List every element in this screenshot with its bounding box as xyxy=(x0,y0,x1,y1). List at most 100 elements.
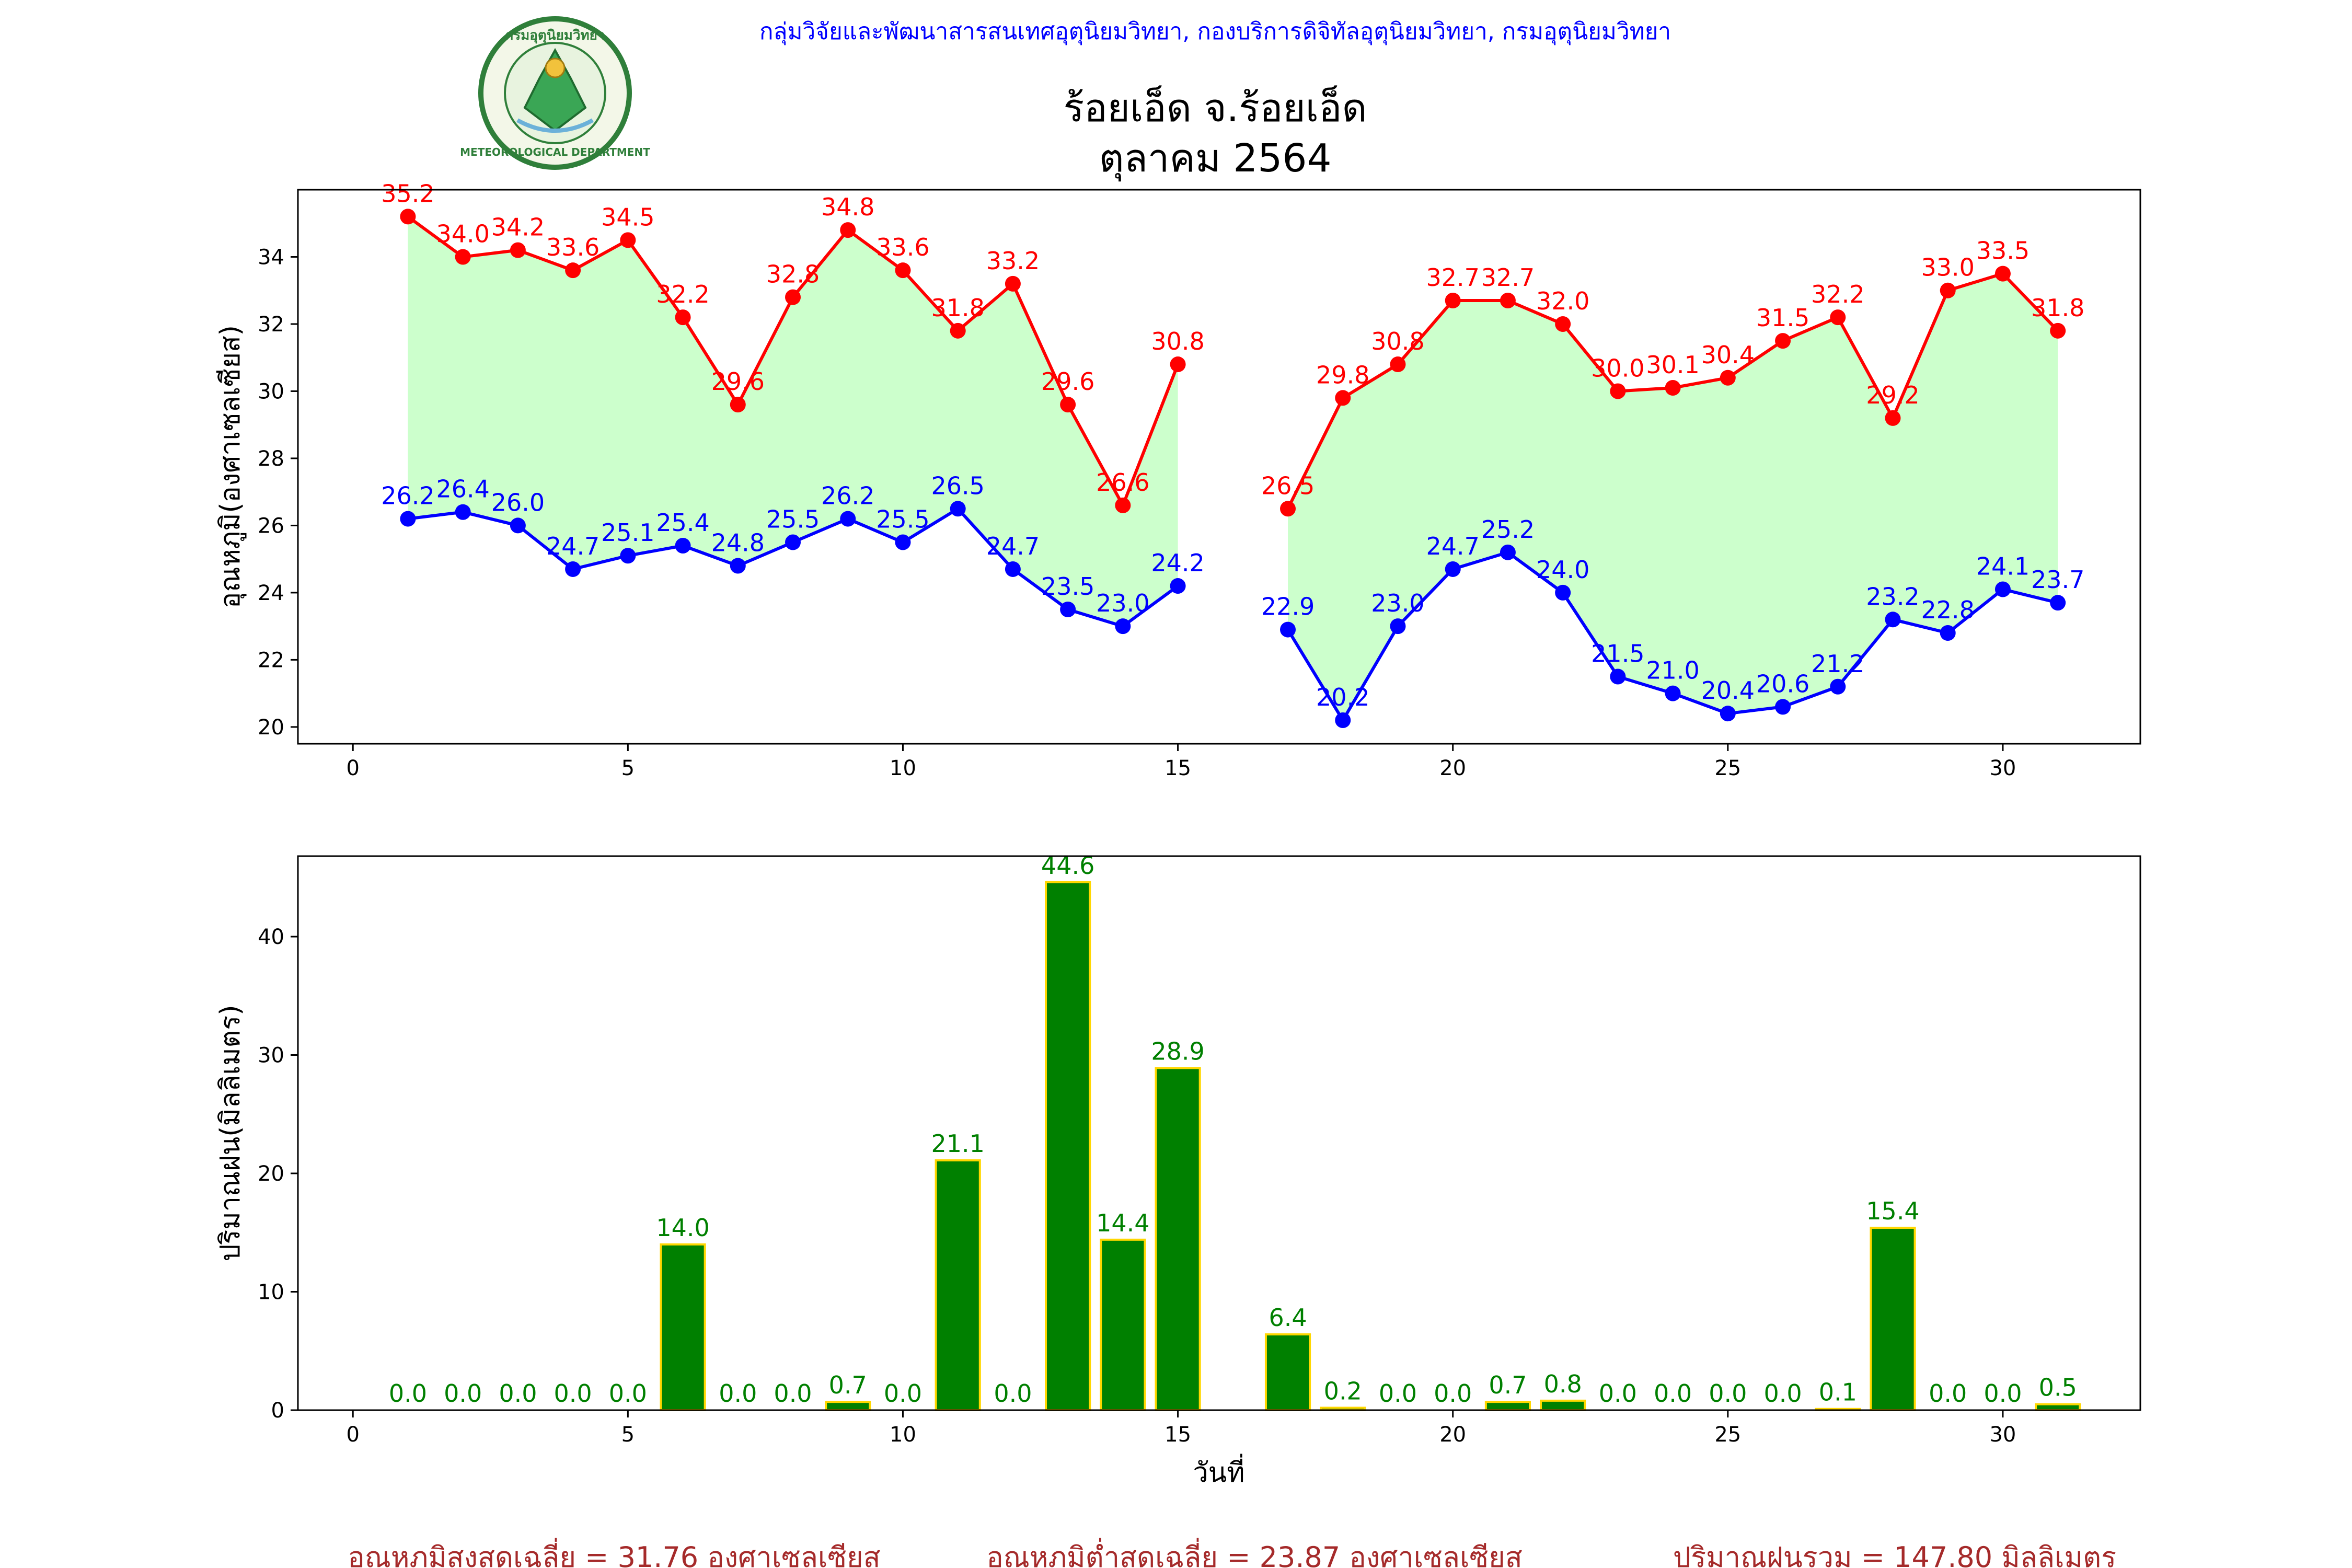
max-temperature-point xyxy=(840,222,856,238)
rainfall-bar-label: 0.0 xyxy=(1763,1379,1802,1408)
max-temperature-point xyxy=(1335,390,1351,406)
max-temperature-point xyxy=(1005,275,1021,292)
min-temperature-point xyxy=(1170,578,1186,594)
rainfall-bar xyxy=(2035,1403,2081,1412)
min-temperature-point xyxy=(1720,706,1736,722)
min-temperature-point xyxy=(400,511,416,527)
rainfall-bar xyxy=(1540,1399,1586,1412)
max-temperature-label: 26.6 xyxy=(1096,468,1149,497)
min-temperature-label: 25.5 xyxy=(766,505,820,534)
x-tick-label: 30 xyxy=(1989,1423,2016,1447)
max-temperature-point xyxy=(1994,266,2011,282)
logo-text-top: กรมอุตุนิยมวิทยา xyxy=(505,28,605,44)
x-tick-label: 10 xyxy=(890,1423,916,1447)
x-tick-label: 25 xyxy=(1714,1423,1741,1447)
min-temperature-label: 22.8 xyxy=(1921,596,1975,624)
y-tick-label: 30 xyxy=(258,379,284,403)
max-temperature-point xyxy=(455,249,471,265)
rainfall-bar-label: 15.4 xyxy=(1866,1197,1919,1225)
x-tick-label: 5 xyxy=(621,1423,635,1447)
max-temperature-label: 34.5 xyxy=(601,203,654,231)
rainfall-bar-label: 0.7 xyxy=(1489,1371,1527,1399)
min-temperature-point xyxy=(1994,581,2011,597)
min-temperature-point xyxy=(2050,595,2066,611)
temperature-y-ticks: 20 22 24 26 28 30 32 34 xyxy=(258,245,298,740)
max-temperature-label: 31.8 xyxy=(2031,294,2084,322)
y-tick-label: 22 xyxy=(258,648,284,672)
x-tick-label: 25 xyxy=(1714,756,1741,780)
max-temperature-point xyxy=(730,397,746,413)
organization-text: กลุ่มวิจัยและพัฒนาสารสนเทศอุตุนิยมวิทยา,… xyxy=(759,18,1671,45)
min-temperature-point xyxy=(565,561,581,577)
min-temperature-label: 24.7 xyxy=(986,532,1040,560)
max-temperature-label: 29.2 xyxy=(1866,381,1919,409)
rainfall-bar xyxy=(825,1401,871,1411)
footer-total-rain: ปริมาณฝนรวม = 147.80 มิลลิเมตร xyxy=(1673,1541,2116,1568)
x-tick-label: 0 xyxy=(346,1423,359,1447)
x-tick-label: 15 xyxy=(1165,756,1191,780)
y-tick-label: 30 xyxy=(258,1044,284,1068)
max-temperature-point xyxy=(1115,497,1131,513)
rainfall-bar-label: 0.0 xyxy=(1379,1379,1417,1408)
max-temperature-point xyxy=(1280,501,1296,517)
max-temperature-label: 30.4 xyxy=(1701,341,1755,369)
min-temperature-point xyxy=(1555,584,1571,601)
min-temperature-label: 26.2 xyxy=(381,482,434,510)
min-temperature-point xyxy=(1830,678,1846,695)
rainfall-bar-label: 0.5 xyxy=(2039,1374,2077,1402)
rainfall-bar-label: 0.0 xyxy=(1984,1379,2022,1408)
rainfall-x-ticks: 0 5 10 15 20 25 30 xyxy=(346,1410,2016,1447)
x-tick-label: 15 xyxy=(1165,1423,1191,1447)
max-temperature-point xyxy=(400,209,416,225)
rainfall-x-axis-label: วันที่ xyxy=(1193,1454,1244,1489)
min-temperature-label: 23.7 xyxy=(2031,566,2084,594)
min-temperature-label: 23.5 xyxy=(1041,572,1094,601)
rainfall-bar-label: 0.0 xyxy=(774,1379,812,1408)
min-temperature-point xyxy=(510,517,526,534)
min-temperature-point xyxy=(1610,668,1626,685)
footer-avg-min: อุณหภูมิต่ำสุดเฉลี่ย = 23.87 องศาเซลเซีย… xyxy=(986,1538,1522,1568)
min-temperature-point xyxy=(1335,712,1351,729)
max-temperature-label: 32.0 xyxy=(1536,287,1589,315)
rainfall-bar-label: 0.0 xyxy=(719,1379,757,1408)
rainfall-bar xyxy=(1264,1333,1311,1411)
temperature-y-axis-label: อุณหภูมิ(องศาเซลเซียส) xyxy=(215,325,247,608)
max-temperature-point xyxy=(1775,333,1791,349)
rainfall-bar-label: 0.0 xyxy=(444,1379,482,1408)
max-temperature-label: 29.8 xyxy=(1316,361,1369,389)
min-temperature-label: 25.2 xyxy=(1481,515,1535,544)
min-temperature-label: 26.0 xyxy=(491,488,545,516)
rainfall-bar xyxy=(935,1159,981,1411)
min-temperature-label: 24.1 xyxy=(1976,552,2030,580)
min-temperature-point xyxy=(730,558,746,574)
max-temperature-label: 32.8 xyxy=(766,260,820,289)
rainfall-bar-label: 0.0 xyxy=(609,1379,647,1408)
rainfall-bar-label: 0.0 xyxy=(884,1379,922,1408)
max-temperature-point xyxy=(1885,410,1901,426)
rainfall-bar-label: 0.0 xyxy=(1434,1379,1472,1408)
rainfall-y-axis-label: ปริมาณฝน(มิลลิเมตร) xyxy=(215,1005,246,1261)
rainfall-bar-label: 0.0 xyxy=(499,1379,537,1408)
max-temperature-point xyxy=(675,309,691,326)
max-temperature-label: 29.6 xyxy=(711,367,765,396)
rainfall-bar xyxy=(1155,1067,1201,1411)
min-temperature-label: 24.7 xyxy=(546,532,599,560)
min-temperature-label: 24.7 xyxy=(1426,532,1479,560)
temperature-data-labels: 35.234.0 34.233.634.532.229.632.834.833.6… xyxy=(381,179,2084,711)
temperature-fill-segment xyxy=(1288,273,2058,720)
max-temperature-label: 32.2 xyxy=(1811,280,1864,308)
temperature-chart: 35.234.0 34.233.634.532.229.632.834.833.6… xyxy=(215,179,2141,780)
rainfall-bar xyxy=(1870,1227,1916,1411)
min-temperature-label: 20.6 xyxy=(1756,670,1809,698)
max-temperature-point xyxy=(1720,370,1736,386)
max-temperature-point xyxy=(1060,397,1076,413)
rainfall-bar-label: 0.0 xyxy=(1709,1379,1747,1408)
min-temperature-point xyxy=(895,534,911,550)
max-temperature-label: 34.0 xyxy=(436,220,489,248)
min-temperature-label: 24.0 xyxy=(1536,556,1589,584)
max-temperature-label: 31.8 xyxy=(931,294,984,322)
max-temperature-label: 32.7 xyxy=(1481,263,1535,292)
min-temperature-point xyxy=(1005,561,1021,577)
y-tick-label: 20 xyxy=(258,716,284,740)
